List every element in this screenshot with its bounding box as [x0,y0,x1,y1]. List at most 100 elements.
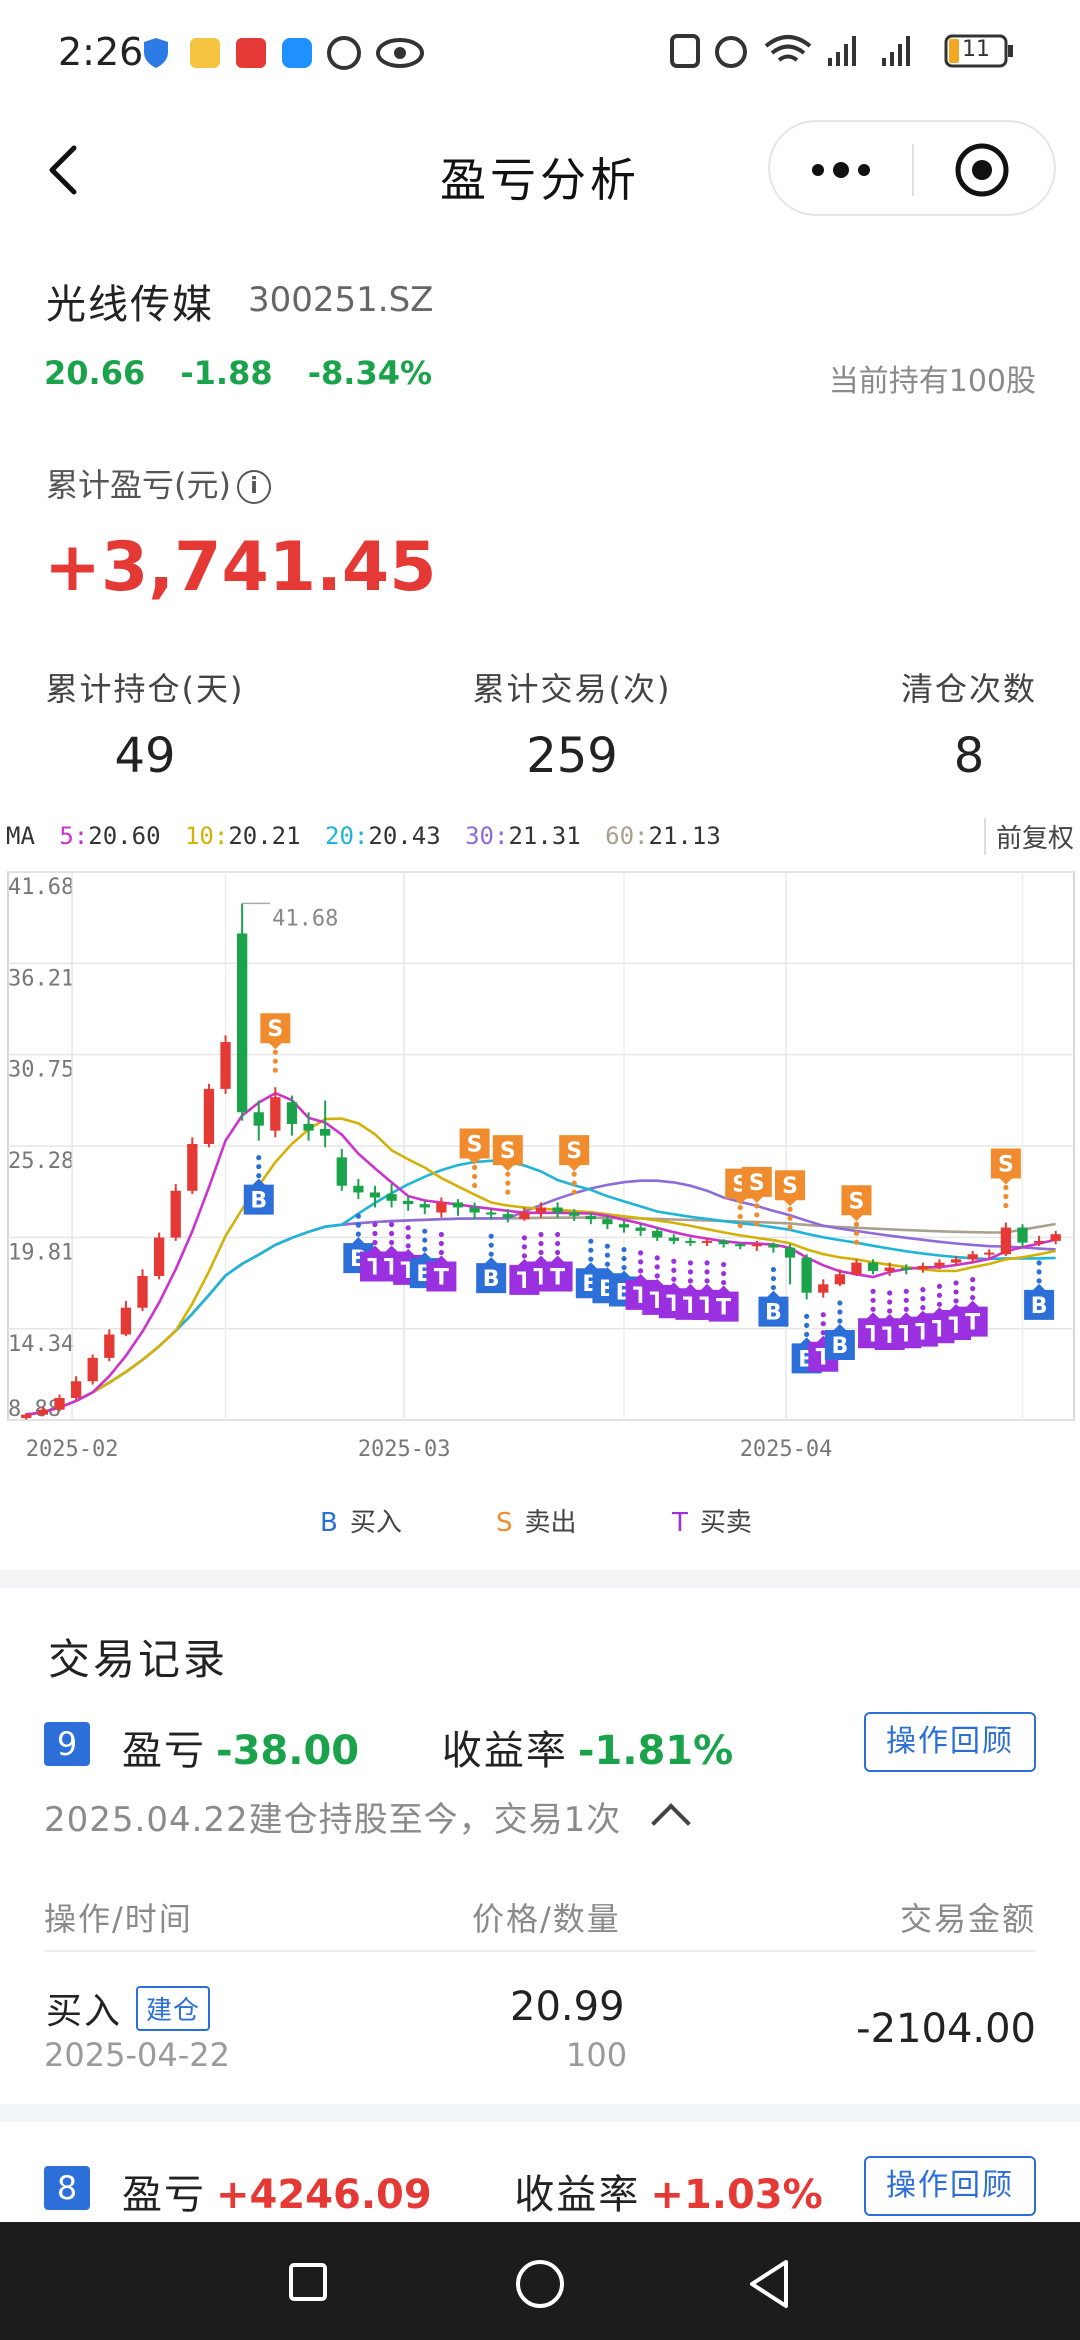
table-header-price: 价格/数量 [472,1900,621,1938]
yield-value: +1.03% [650,2172,823,2218]
record-number: 8 [44,2166,90,2210]
trade-marker-b [1024,1283,1055,1320]
candle [419,1204,430,1208]
ma20-value: 20.43 [368,822,441,850]
app-icon-2 [236,38,266,68]
stat-value: 8 [953,728,985,784]
candle [685,1240,696,1243]
record-number: 9 [44,1722,90,1766]
candle [486,1212,497,1215]
candle [934,1262,945,1266]
candle [602,1219,613,1225]
marker-dot [604,1261,611,1267]
record-summary: 盈亏 -38.00 收益率 -1.81% [122,1718,733,1776]
info-icon[interactable]: i [236,470,271,504]
stat-clear-count: 清仓次数 8 [804,664,1080,784]
candle [153,1237,165,1276]
trade-marker-t [957,1300,988,1337]
yield-label: 收益率 [441,1728,568,1774]
review-button[interactable]: 操作回顾 [864,2156,1036,2216]
trade-marker-s [459,1128,490,1165]
marker-dot [555,1240,561,1247]
back-icon[interactable] [36,140,96,200]
trade-marker-s [775,1170,806,1207]
y-tick-label: 25.28 [8,1149,74,1174]
marker-dot [422,1246,428,1252]
table-divider [44,1950,1036,1952]
marker-dot [887,1290,893,1296]
marker-dot [804,1313,810,1319]
marker-dot [804,1322,810,1328]
candle [21,1414,32,1418]
recent-apps-icon[interactable] [288,2262,328,2302]
marker-dot [654,1264,660,1270]
candle [901,1267,912,1270]
candle [353,1185,364,1193]
trade-marker-label: B [483,1267,500,1292]
candle [768,1244,779,1248]
marker-dot [903,1297,909,1303]
marker-dot [471,1173,478,1180]
candle [54,1397,65,1410]
marker-dot [903,1306,909,1312]
trade-marker-b [824,1324,855,1361]
trade-marker-label: S [467,1132,483,1157]
marker-dot [953,1289,959,1295]
marker-dot [687,1269,694,1275]
home-icon[interactable] [512,2258,568,2314]
marker-dot [521,1244,527,1250]
y-tick-label: 14.34 [8,1332,74,1357]
candle [403,1200,414,1205]
kline-chart[interactable]: 41.6836.2130.7525.2819.8114.348.882025-0… [0,858,1080,1458]
trade-quantity: 100 [566,2036,628,2074]
marker-dot [787,1215,793,1221]
adjust-toggle[interactable]: 前复权 [983,818,1074,855]
candle [469,1207,480,1213]
legend-label: 买卖 [699,1508,752,1538]
candle [303,1123,314,1131]
marker-dot [870,1306,876,1312]
marker-dot [837,1318,843,1324]
more-icon[interactable] [808,156,874,184]
marker-dot [837,1300,843,1306]
marker-dot [870,1297,876,1303]
x-tick-label: 2025-02 [26,1437,119,1458]
marker-dot [355,1213,361,1219]
trade-marker-b [243,1178,274,1215]
trade-amount: -2104.00 [856,2006,1036,2052]
trade-marker-s [841,1185,872,1222]
legend-label: 买入 [349,1508,402,1538]
candle [253,1112,264,1126]
review-button[interactable]: 操作回顾 [864,1712,1036,1772]
candle [502,1214,513,1218]
marker-dot [604,1243,611,1249]
signal-icon-1 [828,36,856,66]
candle [585,1215,596,1220]
trade-marker-b [758,1290,789,1327]
trade-marker-s [492,1135,523,1172]
system-nav-bar [0,2222,1080,2340]
marker-dot [936,1292,943,1298]
alarm-icon [715,36,747,68]
marker-dot [737,1204,743,1211]
marker-dot [671,1258,677,1264]
stat-label: 累计持仓(天) [45,670,245,708]
marker-dot [638,1259,644,1265]
candle [867,1262,879,1271]
back-nav-icon[interactable] [744,2258,796,2310]
record-description[interactable]: 2025.04.22建仓持股至今，交易1次 [44,1792,692,1843]
close-mini-program-icon[interactable] [954,142,1010,198]
marker-dot [571,1189,577,1195]
marker-dot [820,1330,826,1336]
max-price-label: 41.68 [272,906,338,931]
ma5-name: 5: [59,822,89,850]
candle [1033,1240,1045,1243]
marker-dot [272,1067,278,1073]
marker-dot [1003,1184,1009,1191]
ma30: 30:21.31 [465,822,581,850]
chevron-up-icon[interactable] [651,1803,692,1843]
marker-dot [820,1312,826,1318]
battery-icon [944,34,1013,68]
marker-dot [621,1255,627,1262]
marker-dot [970,1295,976,1301]
